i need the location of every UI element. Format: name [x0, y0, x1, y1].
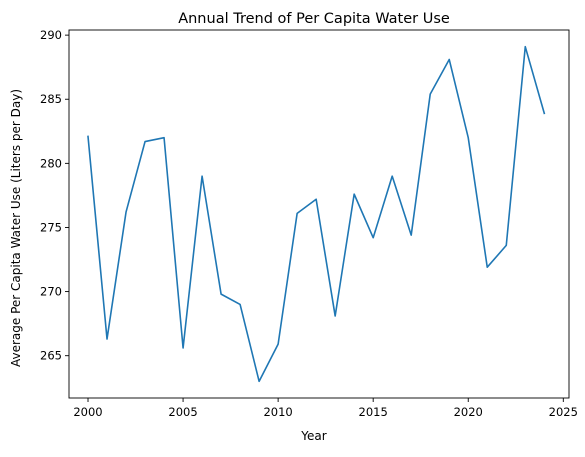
x-tick-label-2010: 2010 — [263, 405, 292, 419]
y-tick-label-290: 290 — [40, 28, 62, 42]
axes-frame — [68, 29, 570, 399]
y-tick-label-275: 275 — [40, 220, 62, 234]
y-tick-label-285: 285 — [40, 92, 62, 106]
chart-title: Annual Trend of Per Capita Water Use — [178, 11, 450, 27]
x-tick-label-2000: 2000 — [73, 405, 102, 419]
x-axis-label: Year — [300, 429, 326, 443]
x-tick-label-2005: 2005 — [168, 405, 197, 419]
x-tick-label-2015: 2015 — [359, 405, 388, 419]
y-tick-label-280: 280 — [40, 156, 62, 170]
y-tick-label-270: 270 — [40, 285, 62, 299]
x-tick-label-2025: 2025 — [549, 405, 578, 419]
series-line-0 — [87, 45, 546, 383]
y-axis-label: Average Per Capita Water Use (Liters per… — [9, 89, 23, 367]
x-tick-label-2020: 2020 — [454, 405, 483, 419]
y-tick-label-265: 265 — [40, 349, 62, 363]
plot-area: 2000 2005 2010 2015 2020 2025 265 270 275 280 285 2… — [40, 28, 578, 419]
